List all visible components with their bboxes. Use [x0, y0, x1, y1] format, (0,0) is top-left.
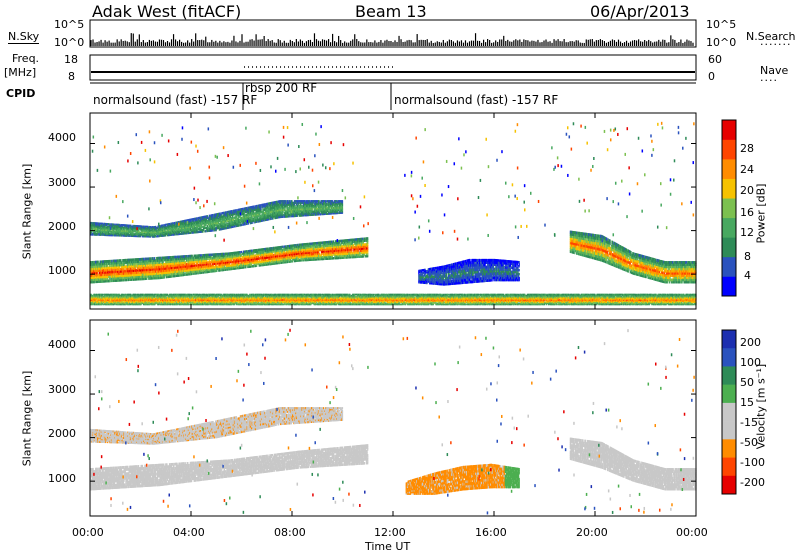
power-panel: [90, 122, 697, 305]
power-cell: [333, 257, 334, 259]
power-cell: [240, 251, 241, 253]
power-cell: [274, 247, 275, 249]
power-cell: [364, 237, 365, 240]
power-cell: [223, 253, 224, 255]
power-cell: [154, 257, 155, 260]
freq-trace: [91, 67, 695, 72]
power-cell: [108, 223, 109, 225]
noise-trace: [91, 33, 693, 46]
power-cell: [367, 237, 368, 240]
rti-plot: [0, 0, 800, 554]
